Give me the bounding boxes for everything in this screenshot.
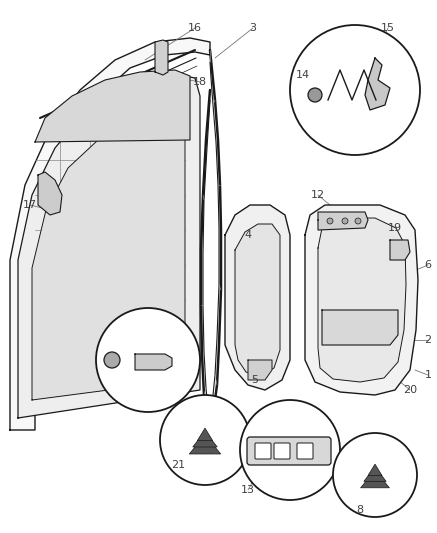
Text: 21: 21 [171, 460, 185, 470]
Text: 1: 1 [424, 370, 431, 380]
Circle shape [333, 433, 417, 517]
Polygon shape [35, 70, 190, 142]
Polygon shape [10, 38, 210, 430]
Text: 19: 19 [388, 223, 402, 233]
Text: 8: 8 [357, 505, 364, 515]
FancyBboxPatch shape [274, 443, 290, 459]
Polygon shape [155, 40, 168, 75]
Polygon shape [197, 428, 213, 441]
Polygon shape [318, 218, 406, 382]
Text: 6: 6 [424, 260, 431, 270]
Text: 13: 13 [241, 485, 255, 495]
Polygon shape [32, 115, 185, 400]
Circle shape [290, 25, 420, 155]
Polygon shape [18, 74, 200, 418]
Polygon shape [322, 310, 398, 345]
Polygon shape [305, 205, 418, 395]
FancyBboxPatch shape [255, 443, 271, 459]
Polygon shape [364, 467, 386, 481]
Polygon shape [248, 360, 272, 380]
Polygon shape [365, 58, 390, 110]
Circle shape [104, 352, 120, 368]
Circle shape [342, 218, 348, 224]
Text: 17: 17 [23, 200, 37, 210]
Text: 18: 18 [193, 77, 207, 87]
Circle shape [308, 88, 322, 102]
Text: 3: 3 [250, 23, 257, 33]
Circle shape [355, 218, 361, 224]
Polygon shape [390, 240, 410, 260]
Circle shape [327, 218, 333, 224]
Text: 5: 5 [252, 375, 259, 385]
Text: 14: 14 [296, 70, 310, 80]
Circle shape [160, 395, 250, 485]
FancyBboxPatch shape [247, 437, 331, 465]
Polygon shape [368, 464, 382, 475]
Text: 15: 15 [381, 23, 395, 33]
Polygon shape [235, 224, 280, 376]
Polygon shape [135, 354, 172, 370]
Text: 20: 20 [403, 385, 417, 395]
Text: 16: 16 [188, 23, 202, 33]
Polygon shape [38, 172, 62, 215]
Text: 2: 2 [424, 335, 432, 345]
Polygon shape [318, 212, 368, 230]
Circle shape [96, 308, 200, 412]
Polygon shape [225, 205, 290, 390]
FancyBboxPatch shape [297, 443, 313, 459]
Polygon shape [189, 435, 221, 454]
Circle shape [240, 400, 340, 500]
Text: 4: 4 [244, 230, 252, 240]
Polygon shape [361, 470, 389, 488]
Text: 12: 12 [311, 190, 325, 200]
Polygon shape [193, 431, 217, 447]
